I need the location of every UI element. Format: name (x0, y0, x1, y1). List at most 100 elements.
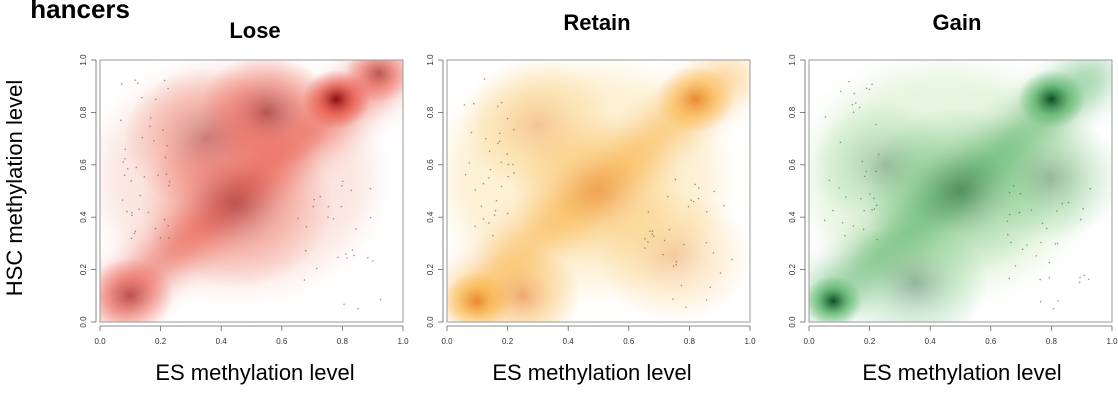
outlier-point (342, 180, 344, 183)
outlier-point (877, 153, 880, 156)
outlier-point (854, 102, 857, 104)
x-tick-label: 0.4 (925, 337, 937, 346)
outlier-point (871, 83, 873, 86)
outlier-point (165, 173, 168, 176)
x-tick-label: 0.0 (94, 337, 106, 346)
outlier-point (875, 204, 878, 207)
outlier-point (167, 224, 170, 227)
outlier-point (341, 184, 343, 187)
outlier-point (313, 198, 315, 201)
x-axis-label: ES methylation level (155, 360, 354, 385)
x-tick-label: 0.0 (441, 337, 453, 346)
x-tick-label: 1.0 (744, 337, 756, 346)
outlier-point (346, 257, 348, 259)
outlier-point (120, 83, 123, 85)
outlier-points (463, 78, 733, 308)
outlier-point (694, 183, 696, 186)
outlier-point (154, 227, 157, 230)
density-peak (1017, 69, 1086, 129)
outlier-point (493, 214, 496, 216)
outlier-point (153, 139, 155, 142)
outlier-point (497, 142, 499, 144)
outlier-point (1006, 233, 1009, 236)
outlier-point (472, 102, 475, 105)
outlier-point (327, 216, 329, 218)
outlier-point (1040, 241, 1042, 244)
outlier-point (1061, 202, 1064, 205)
outlier-point (1057, 299, 1059, 302)
outlier-point (507, 163, 510, 166)
panel-lose: Lose 0.0 0.2 0.4 0.6 0.8 1.0 0.0 0.2 0.4 0.6 0.8 1.0… (79, 18, 409, 385)
outlier-point (135, 166, 138, 169)
outlier-point (139, 194, 142, 197)
outlier-point (159, 237, 162, 239)
x-tick-label: 0.2 (155, 337, 167, 346)
outlier-point (652, 235, 655, 237)
outlier-point (126, 167, 129, 170)
y-tick-label: 0.8 (788, 106, 797, 118)
outlier-point (1039, 300, 1042, 303)
density-peak (978, 115, 1112, 241)
outlier-point (124, 157, 126, 160)
outlier-point (168, 180, 171, 183)
outlier-point (297, 217, 299, 220)
outlier-point (668, 228, 671, 231)
outlier-point (643, 247, 646, 249)
outlier-point (832, 209, 834, 212)
outlier-point (327, 205, 330, 208)
outlier-point (705, 210, 708, 213)
shared-y-axis-label: HSC methylation level (2, 80, 27, 296)
outlier-point (690, 199, 693, 201)
outlier-point (506, 212, 509, 215)
y-tick-label: 0.6 (788, 159, 797, 171)
outlier-point (712, 252, 715, 254)
outlier-point (495, 199, 498, 202)
outlier-point (1008, 277, 1011, 280)
y-tick-label: 0.0 (788, 316, 797, 328)
outlier-point (875, 170, 877, 173)
outlier-point (131, 211, 133, 214)
outlier-point (480, 205, 483, 207)
x-tick-label: 0.8 (1046, 337, 1058, 346)
y-tick-label: 0.8 (79, 106, 88, 118)
outlier-point (863, 209, 866, 212)
outlier-point (483, 78, 486, 80)
outlier-point (1048, 276, 1051, 279)
outlier-point (141, 96, 143, 99)
outlier-point (130, 180, 132, 182)
y-tick-label: 0.4 (788, 211, 797, 223)
outlier-point (860, 197, 862, 200)
outlier-point (500, 185, 503, 188)
outlier-point (512, 163, 514, 166)
outlier-point (1012, 184, 1015, 187)
x-tick-label: 1.0 (397, 337, 409, 346)
x-tick-label: 0.4 (563, 337, 575, 346)
outlier-point (138, 208, 140, 211)
outlier-point (851, 103, 854, 106)
outlier-point (357, 307, 359, 310)
outlier-point (163, 79, 166, 82)
outlier-point (865, 170, 867, 173)
outlier-point (154, 98, 157, 101)
y-tick-label: 0.6 (426, 159, 435, 171)
y-tick-label: 0.0 (426, 316, 435, 328)
outlier-point (862, 228, 865, 231)
outlier-point (1079, 218, 1082, 221)
outlier-point (468, 162, 471, 164)
outlier-point (1008, 191, 1011, 194)
x-tick-label: 0.6 (985, 337, 997, 346)
outlier-point (1067, 201, 1070, 204)
outlier-point (731, 258, 733, 261)
outlier-point (319, 195, 321, 198)
outlier-point (873, 197, 875, 200)
outlier-point (141, 136, 144, 139)
x-tick-label: 0.2 (502, 337, 514, 346)
outlier-point (164, 156, 167, 159)
outlier-point (470, 131, 473, 134)
x-tick-label: 0.8 (337, 337, 349, 346)
outlier-point (305, 225, 308, 228)
outlier-point (871, 209, 873, 211)
outlier-point (134, 79, 136, 81)
outlier-point (674, 178, 677, 181)
outlier-point (379, 298, 382, 301)
